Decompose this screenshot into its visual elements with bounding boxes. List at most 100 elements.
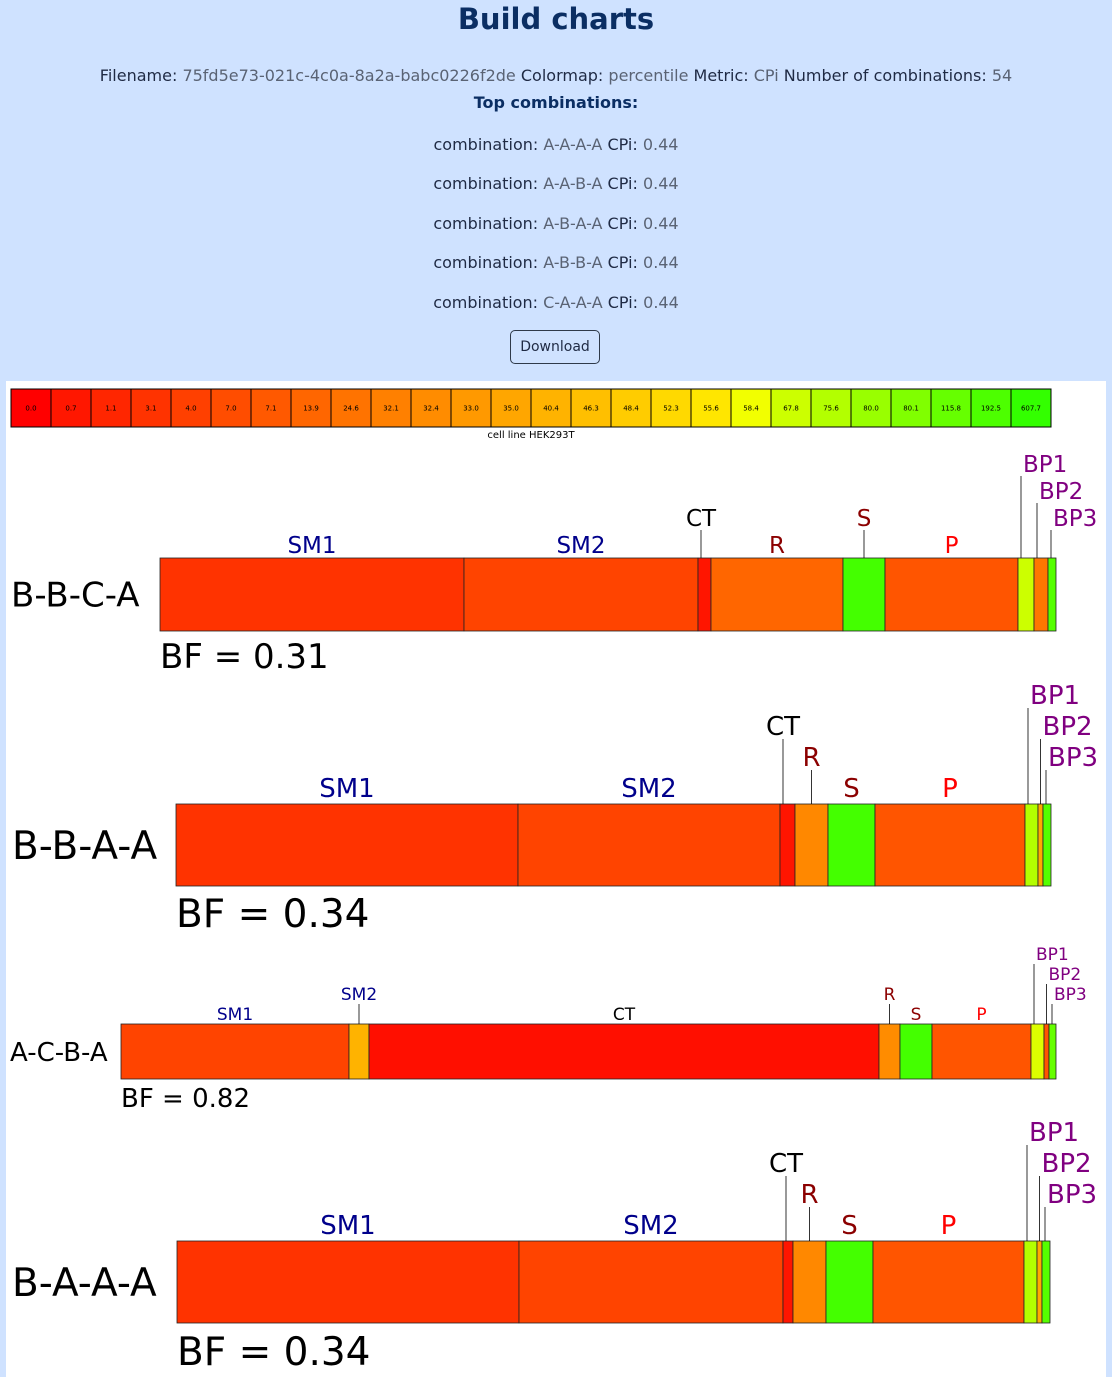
segment-p-label: P — [942, 774, 958, 804]
legend-swatch — [250, 388, 292, 428]
combination-metric-value: 0.44 — [642, 174, 679, 193]
segment-sm2-label: SM2 — [623, 1211, 678, 1241]
bf-label: BF = 0.34 — [176, 892, 370, 937]
legend-value-label: 1.1 — [105, 405, 116, 413]
segment-p-label: P — [976, 1005, 986, 1025]
legend-swatch — [810, 388, 852, 428]
segment-bp1-label: BP1 — [1036, 945, 1069, 965]
segment-sm1-label: SM1 — [319, 774, 374, 804]
legend-value-label: 3.1 — [145, 405, 156, 413]
combination-label: B-B-A-A — [12, 824, 157, 869]
segment-r-label: R — [884, 985, 896, 1005]
combinations-count-label: Number of combinations: — [783, 66, 987, 85]
segment-bp1-label: BP1 — [1029, 1118, 1079, 1148]
build-charts-figure: 0.0 0.7 1.1 3.1 4.0 7.0 7.1 13.9 24.6 32.1 32.4 33.… — [10, 388, 1098, 1375]
segment-sm1 — [159, 557, 465, 632]
legend-value-label: 33.0 — [463, 405, 479, 413]
segment-sm1 — [175, 803, 519, 887]
segment-r — [710, 557, 844, 632]
colormap-label: Colormap: — [520, 66, 604, 85]
combination-metric-value: 0.44 — [642, 214, 679, 233]
segment-bp3 — [1041, 1240, 1051, 1324]
segment-ct — [697, 557, 712, 632]
segment-s — [899, 1023, 933, 1080]
segment-s-label: S — [857, 506, 872, 532]
legend-value-label: 4.0 — [185, 405, 196, 413]
segment-r — [878, 1023, 901, 1080]
legend-value-label: 35.0 — [503, 405, 519, 413]
segment-ct — [782, 1240, 794, 1324]
legend-value-label: 52.3 — [663, 405, 679, 413]
legend-swatch — [170, 388, 212, 428]
legend-value-label: 0.0 — [25, 405, 36, 413]
legend-value-label: 192.5 — [981, 405, 1001, 413]
segment-sm2 — [517, 803, 781, 887]
segment-sm2 — [348, 1023, 370, 1080]
segment-bp3 — [1047, 557, 1057, 632]
filename-label: Filename: — [99, 66, 178, 85]
segment-r-label: R — [802, 743, 820, 773]
combination-metric-label: CPi: — [607, 135, 638, 154]
legend-value-label: 7.0 — [225, 405, 236, 413]
segment-s — [827, 803, 876, 887]
legend-value-label: 40.4 — [543, 405, 559, 413]
combination-label: A-C-B-A — [10, 1038, 108, 1068]
segment-bp2-label: BP2 — [1039, 479, 1083, 505]
segment-ct-label: CT — [766, 712, 800, 742]
metric-label: Metric: — [693, 66, 749, 85]
legend-value-label: 24.6 — [343, 405, 359, 413]
filename-value: 75fd5e73-021c-4c0a-8a2a-babc0226f2de — [182, 66, 516, 85]
legend-swatch — [330, 388, 372, 428]
segment-r — [794, 803, 829, 887]
legend-value-label: 13.9 — [303, 405, 319, 413]
legend-swatch — [530, 388, 572, 428]
combination-label: combination: — [433, 174, 539, 193]
segment-s-label: S — [843, 774, 860, 804]
legend-value-label: 48.4 — [623, 405, 639, 413]
segment-s-label: S — [841, 1211, 858, 1241]
segment-bp3-label: BP3 — [1054, 985, 1087, 1005]
legend-swatch — [10, 388, 52, 428]
segment-sm2 — [518, 1240, 784, 1324]
combination-value: A-B-A-A — [543, 214, 603, 233]
legend-swatch — [290, 388, 332, 428]
legend-swatch — [490, 388, 532, 428]
combination-value: A-B-B-A — [543, 253, 603, 272]
segment-bp2-label: BP2 — [1049, 965, 1082, 985]
legend-swatch — [450, 388, 492, 428]
legend-swatch — [770, 388, 812, 428]
segment-bp3-label: BP3 — [1047, 1180, 1097, 1210]
segment-bp1-label: BP1 — [1030, 681, 1080, 711]
combination-label: combination: — [433, 214, 539, 233]
segment-p-label: P — [941, 1211, 957, 1241]
legend-swatch — [850, 388, 892, 428]
chart-panel: 0.0 0.7 1.1 3.1 4.0 7.0 7.1 13.9 24.6 32.1 32.4 33.… — [6, 381, 1106, 1377]
combination-metric-label: CPi: — [607, 253, 638, 272]
segment-bp1 — [1023, 1240, 1038, 1324]
legend-value-label: 55.6 — [703, 405, 719, 413]
combinations-count-value: 54 — [991, 66, 1013, 85]
segment-bp2-label: BP2 — [1043, 712, 1093, 742]
legend-value-label: 0.7 — [65, 405, 76, 413]
top-combination-item: combination: A-A-A-A CPi: 0.44 — [0, 135, 1112, 154]
segment-ct-label: CT — [613, 1005, 636, 1025]
header: Build charts Filename: 75fd5e73-021c-4c0… — [0, 0, 1112, 378]
legend-swatch — [890, 388, 932, 428]
legend-value-label: 32.1 — [383, 405, 399, 413]
segment-sm1 — [120, 1023, 350, 1080]
segment-p — [931, 1023, 1032, 1080]
top-combination-item: combination: A-A-B-A CPi: 0.44 — [0, 174, 1112, 193]
legend-value-label: 32.4 — [423, 405, 439, 413]
download-button[interactable]: Download — [510, 330, 600, 364]
legend-value-label: 46.3 — [583, 405, 599, 413]
top-combination-item: combination: A-B-B-A CPi: 0.44 — [0, 253, 1112, 272]
top-combination-item: combination: A-B-A-A CPi: 0.44 — [0, 214, 1112, 233]
legend-swatch — [1010, 388, 1052, 428]
combination-metric-label: CPi: — [607, 293, 639, 312]
combination-metric-value: 0.44 — [643, 253, 679, 272]
legend-swatch — [690, 388, 732, 428]
segment-sm2-label: SM2 — [341, 985, 377, 1005]
legend-value-label: 7.1 — [265, 405, 276, 413]
segment-bp1 — [1030, 1023, 1045, 1080]
legend-swatch — [210, 388, 252, 428]
